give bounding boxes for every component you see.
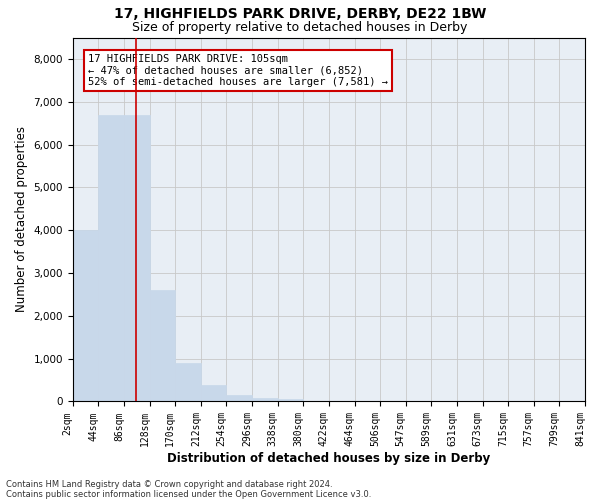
Bar [175, 363, 201, 402]
Text: Contains HM Land Registry data © Crown copyright and database right 2024.
Contai: Contains HM Land Registry data © Crown c… [6, 480, 371, 499]
Bar [226, 395, 252, 402]
Bar [278, 400, 303, 402]
Text: 17 HIGHFIELDS PARK DRIVE: 105sqm
← 47% of detached houses are smaller (6,852)
52: 17 HIGHFIELDS PARK DRIVE: 105sqm ← 47% o… [88, 54, 388, 87]
Bar [98, 114, 124, 402]
Text: Size of property relative to detached houses in Derby: Size of property relative to detached ho… [133, 21, 467, 34]
Bar [252, 398, 278, 402]
Y-axis label: Number of detached properties: Number of detached properties [15, 126, 28, 312]
Bar [73, 230, 98, 402]
Bar [201, 385, 226, 402]
X-axis label: Distribution of detached houses by size in Derby: Distribution of detached houses by size … [167, 452, 491, 465]
Bar [149, 290, 175, 402]
Bar [124, 114, 149, 402]
Text: 17, HIGHFIELDS PARK DRIVE, DERBY, DE22 1BW: 17, HIGHFIELDS PARK DRIVE, DERBY, DE22 1… [114, 8, 486, 22]
